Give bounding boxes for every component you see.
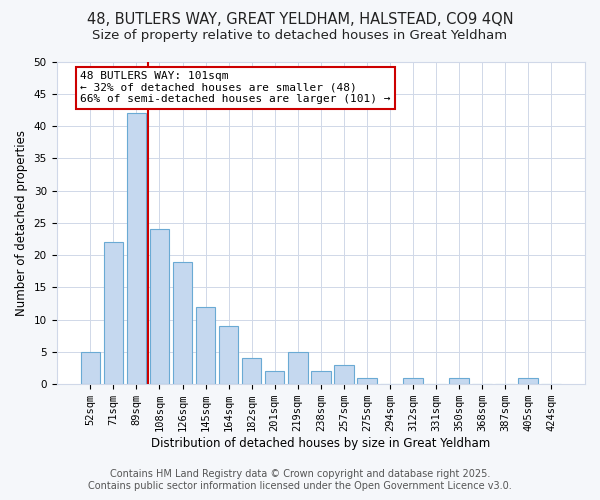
Bar bbox=[288, 352, 308, 384]
Bar bbox=[173, 262, 193, 384]
X-axis label: Distribution of detached houses by size in Great Yeldham: Distribution of detached houses by size … bbox=[151, 437, 490, 450]
Bar bbox=[219, 326, 238, 384]
Bar bbox=[127, 113, 146, 384]
Bar bbox=[334, 365, 353, 384]
Text: 48 BUTLERS WAY: 101sqm
← 32% of detached houses are smaller (48)
66% of semi-det: 48 BUTLERS WAY: 101sqm ← 32% of detached… bbox=[80, 71, 391, 104]
Bar bbox=[518, 378, 538, 384]
Bar bbox=[104, 242, 123, 384]
Bar bbox=[149, 230, 169, 384]
Bar bbox=[265, 372, 284, 384]
Bar bbox=[357, 378, 377, 384]
Bar bbox=[403, 378, 423, 384]
Text: Contains HM Land Registry data © Crown copyright and database right 2025.
Contai: Contains HM Land Registry data © Crown c… bbox=[88, 470, 512, 491]
Text: Size of property relative to detached houses in Great Yeldham: Size of property relative to detached ho… bbox=[92, 28, 508, 42]
Bar bbox=[196, 307, 215, 384]
Bar bbox=[80, 352, 100, 384]
Bar bbox=[449, 378, 469, 384]
Bar bbox=[311, 372, 331, 384]
Text: 48, BUTLERS WAY, GREAT YELDHAM, HALSTEAD, CO9 4QN: 48, BUTLERS WAY, GREAT YELDHAM, HALSTEAD… bbox=[86, 12, 514, 28]
Bar bbox=[242, 358, 262, 384]
Y-axis label: Number of detached properties: Number of detached properties bbox=[15, 130, 28, 316]
